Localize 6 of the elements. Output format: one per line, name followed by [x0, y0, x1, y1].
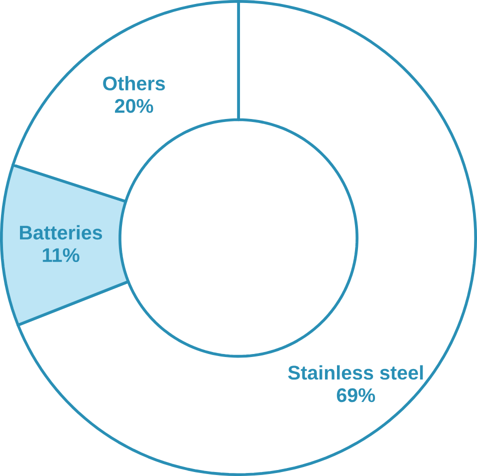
data-label: 20% — [114, 98, 154, 113]
slice-label: Stainless steel — [288, 365, 423, 380]
slice-label: Batteries — [20, 225, 102, 240]
data-label: 11% — [42, 248, 80, 262]
data-label: 69% — [336, 388, 376, 402]
slice-label: Others — [103, 76, 165, 90]
